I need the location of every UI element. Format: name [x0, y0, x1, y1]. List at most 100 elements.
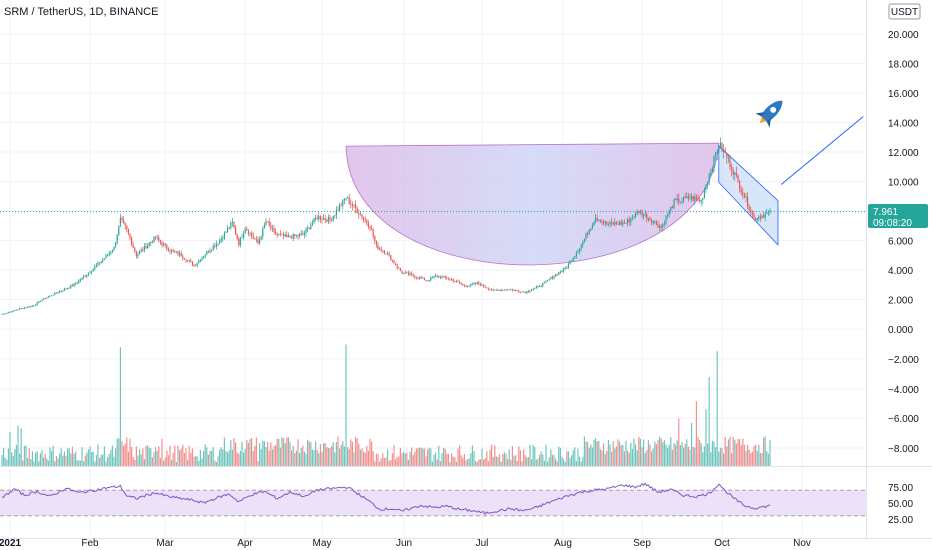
candle-body [124, 222, 126, 226]
candle-body [150, 242, 152, 244]
candle-body [750, 210, 752, 213]
candle-body [129, 233, 131, 239]
volume-bar [591, 447, 593, 466]
candle-body [769, 209, 771, 212]
volume-bar [396, 456, 398, 466]
candle-body [619, 221, 621, 225]
volume-bar [331, 446, 333, 466]
candle-body [217, 243, 219, 245]
volume-bar [723, 453, 725, 466]
candle-body [511, 289, 513, 291]
volume-bar [716, 351, 718, 466]
candle-body [43, 298, 45, 300]
candle-body [475, 283, 477, 284]
volume-bar [726, 446, 728, 466]
volume-bar [214, 460, 216, 466]
drawing-overlays [0, 116, 866, 266]
candle-body [478, 282, 480, 285]
volume-bar [219, 449, 221, 466]
candle-body [467, 286, 469, 288]
volume-bar [9, 432, 11, 466]
candle-body [163, 243, 165, 246]
volume-bar [691, 422, 693, 466]
candle-body [203, 256, 205, 258]
candle-body [287, 235, 289, 237]
volume-bar [547, 461, 549, 466]
volume-bar [59, 453, 61, 466]
volume-bar [182, 444, 184, 466]
candle-body [595, 217, 597, 222]
volume-bar [222, 449, 224, 466]
candle-body [735, 172, 737, 176]
time-axis-tick: Oct [714, 538, 730, 549]
volume-bar [700, 443, 702, 466]
candle-body [759, 216, 761, 219]
volume-bar [439, 460, 441, 466]
volume-bar [724, 436, 726, 466]
candle-body [473, 283, 475, 284]
candle-body [228, 228, 230, 229]
last-price: 7.961 [873, 207, 898, 218]
candle-body [326, 219, 328, 222]
volume-bar [718, 451, 720, 466]
volume-bar [164, 457, 166, 466]
volume-bar [460, 454, 462, 466]
candle-body [679, 201, 681, 203]
volume-bar [57, 458, 59, 466]
volume-bar [55, 455, 57, 466]
candle-body [257, 239, 259, 244]
candle-body [324, 218, 326, 220]
volume-bar [764, 436, 766, 466]
volume-bar [159, 458, 161, 466]
volume-bar [615, 446, 617, 466]
volume-bar [23, 445, 25, 466]
candle-body [164, 243, 166, 245]
candle-body [524, 291, 526, 294]
volume-bar [654, 441, 656, 466]
currency-label-box[interactable] [888, 3, 921, 20]
volume-bar [238, 453, 240, 466]
volume-bar [713, 441, 715, 466]
candle-body [291, 237, 293, 239]
volume-bar [79, 460, 81, 466]
candle-body [699, 199, 701, 202]
candle-body [459, 281, 461, 284]
candle-body [404, 272, 406, 274]
candle-body [558, 272, 560, 275]
candle-body [63, 288, 65, 291]
volume-bar [193, 456, 195, 466]
volume-bar [563, 459, 565, 466]
volume-bar [729, 436, 731, 466]
candle-body [292, 234, 294, 239]
candle-body [313, 218, 315, 223]
volume-bar [412, 454, 414, 466]
candle-body [683, 196, 685, 201]
time-axis-tick: Feb [81, 538, 99, 549]
volume-bar [479, 459, 481, 466]
rocket-icon [755, 100, 783, 128]
volume-bar [503, 452, 505, 466]
volume-bar [761, 453, 763, 466]
candle-body [708, 174, 710, 183]
candle-body [51, 295, 53, 297]
volume-bar [734, 439, 736, 466]
candle-body [236, 234, 238, 239]
volume-bar [676, 440, 678, 466]
candle-body [231, 221, 233, 223]
candle-body [711, 168, 713, 172]
volume-bar [183, 453, 185, 466]
volume-bar [236, 452, 238, 466]
candle-body [145, 246, 147, 249]
volume-bar [678, 418, 680, 466]
candle-body [436, 275, 438, 277]
currency-label[interactable]: USDT [888, 3, 921, 20]
candle-body [11, 311, 13, 313]
volume-bar [327, 447, 329, 466]
candle-body [191, 261, 193, 266]
symbol-title: SRM / TetherUS, 1D, BINANCE [4, 6, 158, 18]
candle-body [433, 276, 435, 278]
candle-body [710, 171, 712, 175]
candle-body [451, 278, 453, 280]
candle-body [617, 223, 619, 225]
